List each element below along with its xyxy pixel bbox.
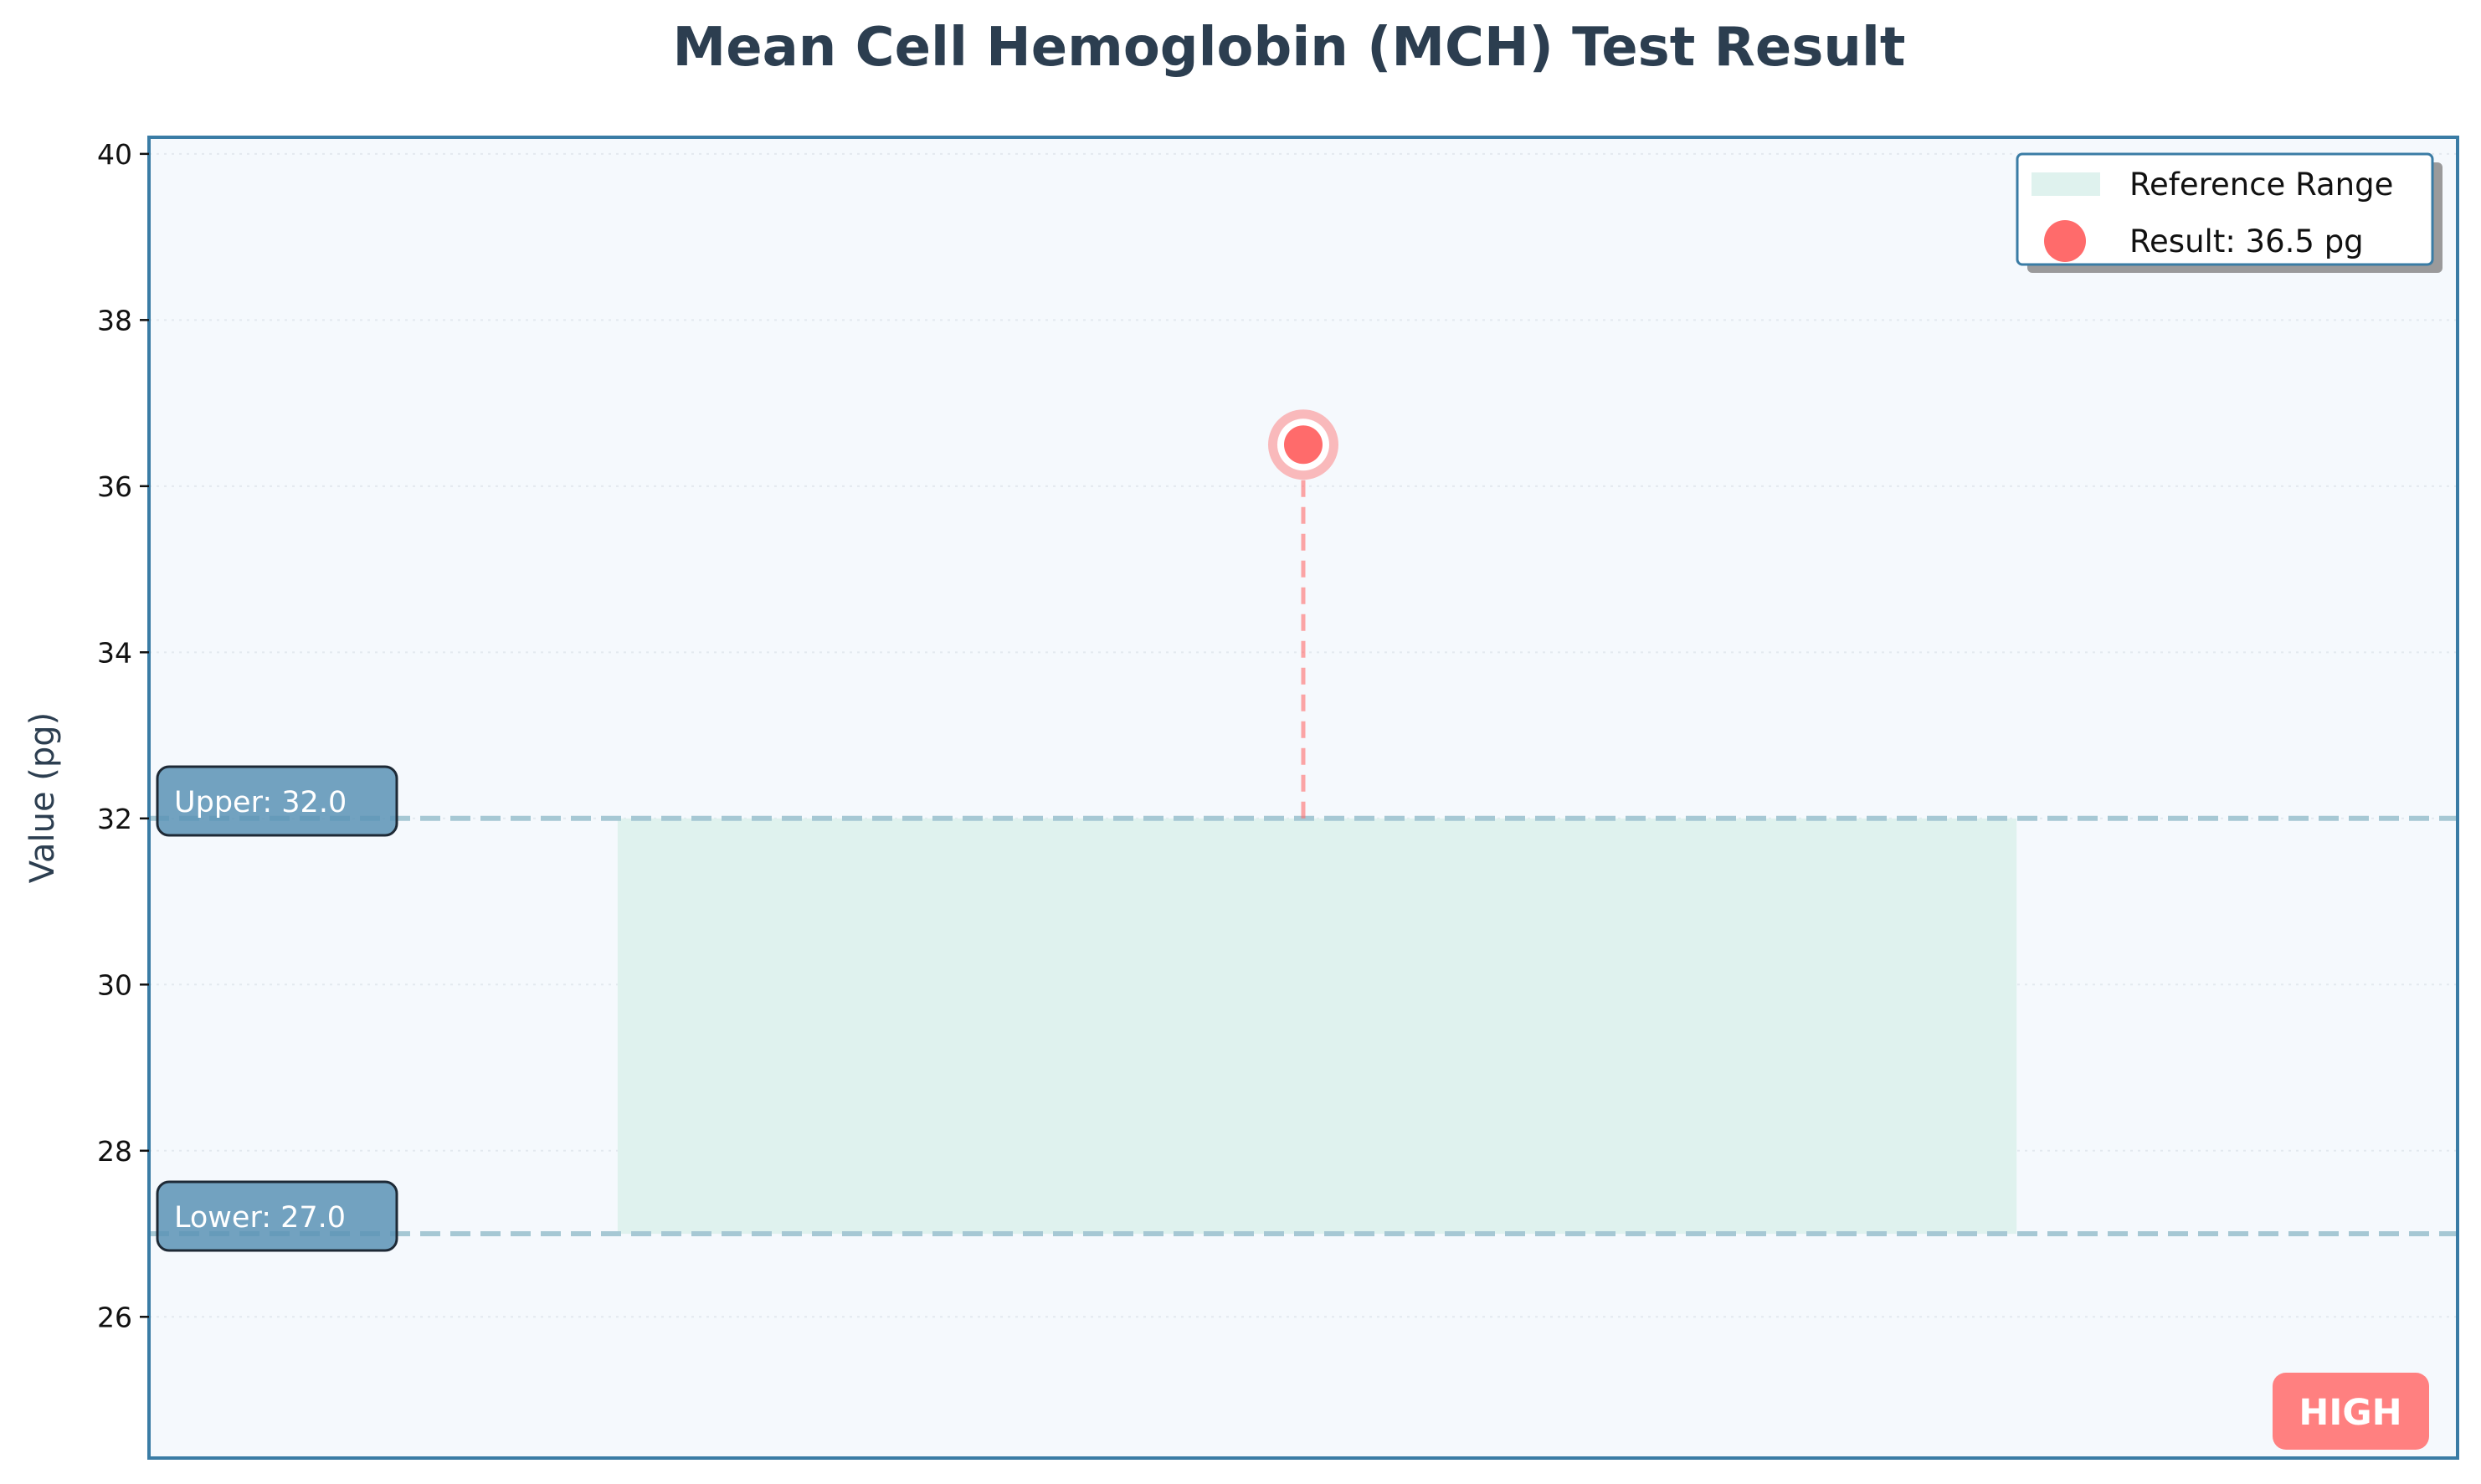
y-tick-label: 36 (97, 470, 132, 503)
legend-label-result: Result: 36.5 pg (2129, 223, 2364, 259)
y-tick-label: 26 (97, 1301, 132, 1333)
y-tick-label: 38 (97, 304, 132, 336)
legend-swatch-reference-range (2032, 172, 2100, 196)
upper-limit-badge: Upper: 32.0 (156, 765, 398, 837)
y-tick-label: 34 (97, 636, 132, 669)
y-tick-label: 32 (97, 803, 132, 835)
result-point (1284, 425, 1323, 465)
legend: Reference Range Result: 36.5 pg (2016, 152, 2442, 273)
legend-marker-result (2044, 220, 2086, 262)
reference-range-band (617, 818, 2017, 1235)
y-tick-label: 30 (97, 968, 132, 1001)
upper-limit-label: Upper: 32.0 (174, 786, 347, 819)
chart-title: Mean Cell Hemoglobin (MCH) Test Result (673, 17, 1906, 79)
plot-frame (147, 136, 2459, 1460)
status-label: HIGH (2299, 1392, 2401, 1434)
result-layer (1268, 409, 1338, 819)
lower-limit-label: Lower: 27.0 (174, 1201, 346, 1235)
y-axis-ticks: 26 28 30 32 34 36 38 40 (97, 138, 149, 1333)
lower-limit-badge: Lower: 27.0 (156, 1180, 398, 1252)
legend-label-reference-range: Reference Range (2129, 167, 2393, 203)
status-badge: HIGH (2273, 1373, 2429, 1450)
plot-background (149, 137, 2458, 1458)
y-axis-label: Value (pg) (23, 712, 62, 884)
y-tick-label: 28 (97, 1135, 132, 1168)
y-tick-label: 40 (97, 138, 132, 171)
